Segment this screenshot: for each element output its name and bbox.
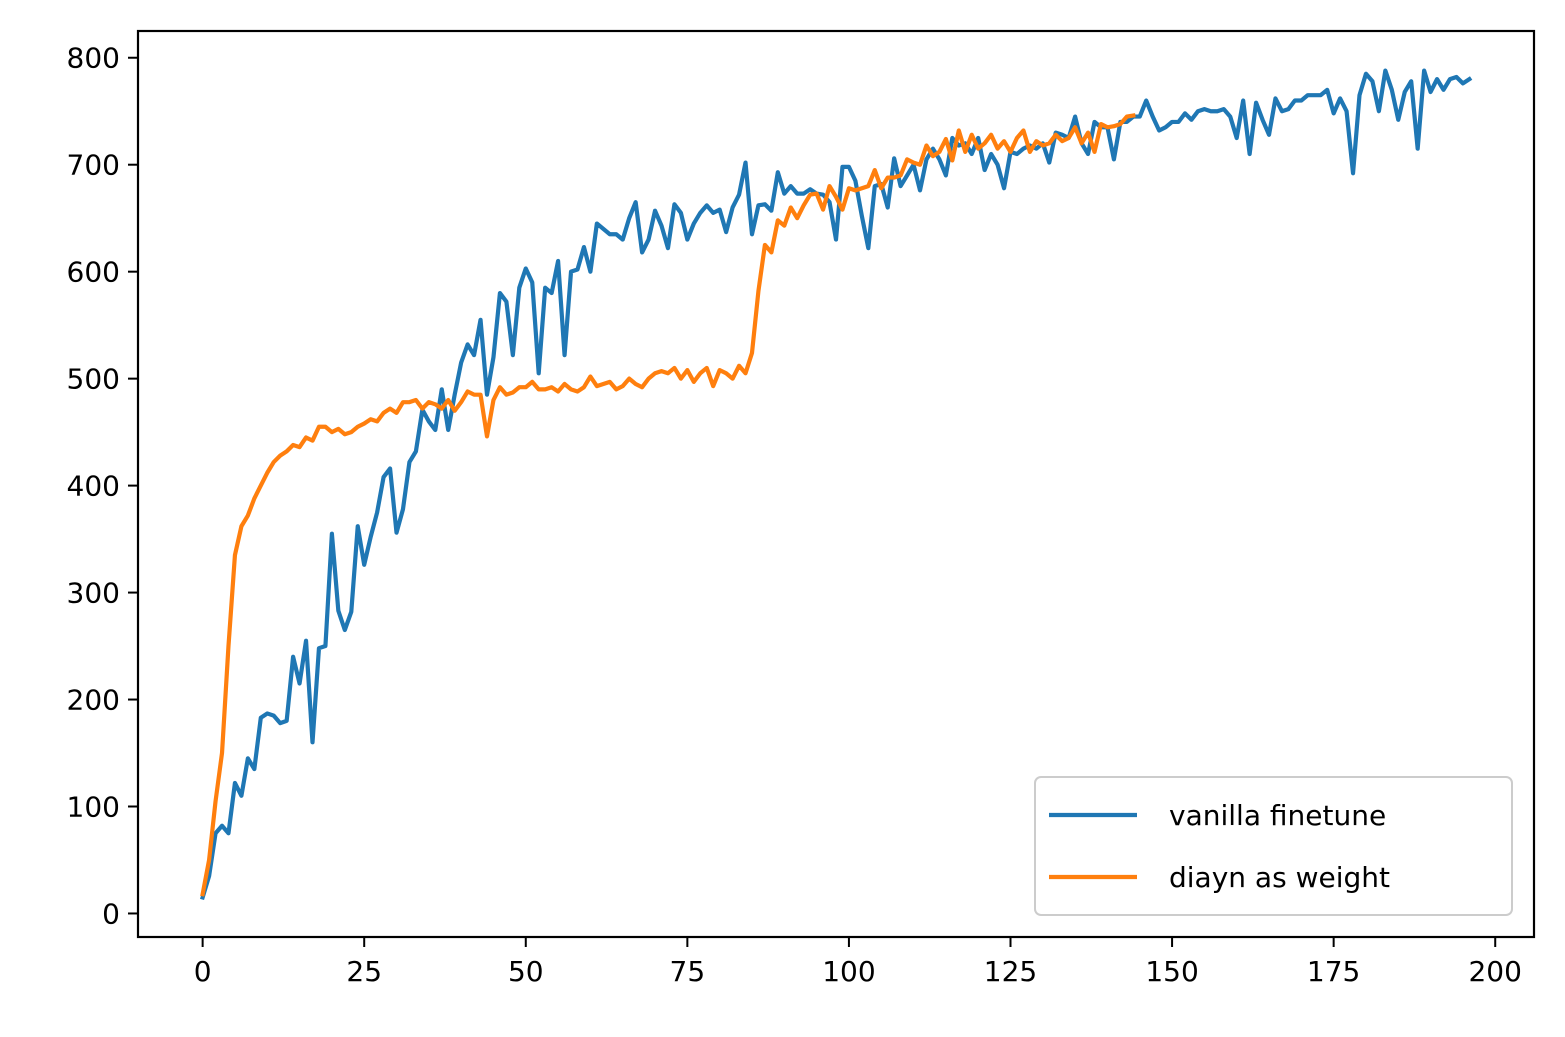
y-tick-label: 200	[67, 684, 120, 717]
series-line-1	[200, 68, 1473, 901]
y-tick-label: 800	[67, 42, 120, 75]
x-tick-label: 175	[1307, 955, 1360, 988]
legend-box	[1034, 776, 1513, 916]
x-tick-label: 50	[508, 955, 544, 988]
x-tick-label: 75	[670, 955, 706, 988]
y-tick-label: 700	[67, 149, 120, 182]
x-axis: 0 25 50 75 100 125 150 175 200	[194, 937, 1522, 988]
x-tick-label: 100	[822, 955, 875, 988]
x-tick-label: 125	[984, 955, 1037, 988]
x-tick-label: 200	[1468, 955, 1521, 988]
y-tick-label: 0	[102, 897, 120, 930]
x-tick-label: 0	[194, 955, 212, 988]
legend: vanilla finetune diayn as weight	[1034, 776, 1513, 916]
y-tick-label: 500	[67, 363, 120, 396]
legend-label: vanilla finetune	[1169, 799, 1386, 832]
y-tick-label: 400	[67, 470, 120, 503]
y-axis: 0 100 200 300 400 500 600 700 800	[67, 42, 138, 930]
x-tick-label: 150	[1145, 955, 1198, 988]
series-line-2	[200, 113, 1136, 897]
y-tick-label: 300	[67, 577, 120, 610]
y-tick-label: 100	[67, 791, 120, 824]
plot-frame	[136, 29, 1536, 939]
y-tick-label: 600	[67, 256, 120, 289]
x-tick-label: 25	[346, 955, 382, 988]
series-layer	[200, 68, 1473, 901]
legend-label: diayn as weight	[1169, 861, 1390, 894]
